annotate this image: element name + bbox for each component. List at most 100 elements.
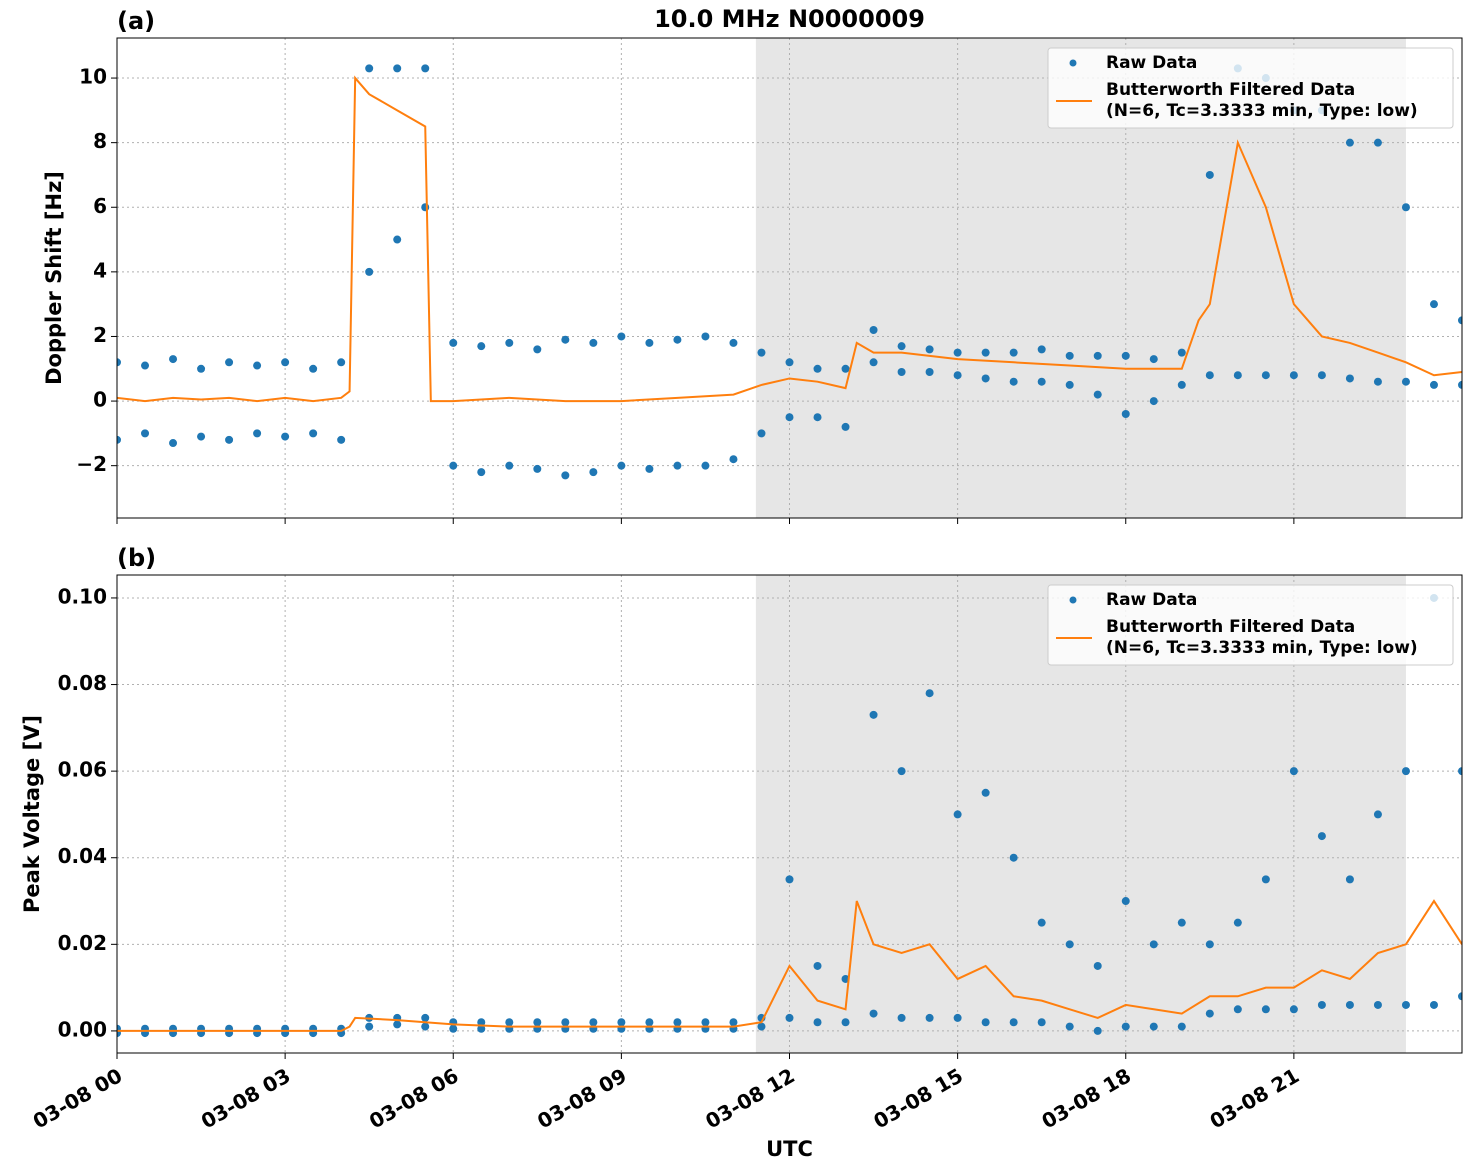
raw-point (421, 64, 430, 73)
y-tick-label: 10 (79, 65, 107, 89)
raw-point (1373, 138, 1382, 147)
raw-point (673, 461, 682, 470)
raw-point (953, 810, 962, 819)
raw-point (701, 461, 710, 470)
raw-point (1345, 1000, 1354, 1009)
raw-point (1289, 371, 1298, 380)
raw-point (1009, 853, 1018, 862)
raw-point (841, 422, 850, 431)
raw-point (1205, 940, 1214, 949)
raw-point (505, 338, 514, 347)
raw-point (1401, 377, 1410, 386)
raw-point (309, 429, 318, 438)
raw-point (785, 358, 794, 367)
raw-point (253, 361, 262, 370)
legend-label: Raw Data (1106, 53, 1197, 73)
raw-point (1037, 1018, 1046, 1027)
raw-point (1458, 767, 1462, 776)
raw-point (1317, 1000, 1326, 1009)
raw-point (953, 1013, 962, 1022)
raw-point (141, 429, 150, 438)
raw-point (1429, 300, 1438, 309)
raw-point (1093, 390, 1102, 399)
x-tick-label: 03-08 09 (533, 1063, 631, 1133)
raw-point (841, 1018, 850, 1027)
raw-point (281, 358, 290, 367)
raw-point (1093, 961, 1102, 970)
raw-point (1458, 992, 1462, 1001)
raw-point (393, 64, 402, 73)
x-tick-label: 03-08 03 (197, 1063, 295, 1133)
raw-point (1233, 918, 1242, 927)
raw-point (477, 468, 486, 477)
raw-point (925, 1013, 934, 1022)
filtered-line (117, 75, 1462, 403)
raw-point (1177, 380, 1186, 389)
y-tick-label: 6 (93, 194, 107, 218)
raw-point (1317, 832, 1326, 841)
raw-point (925, 345, 934, 354)
plot-area (117, 593, 1462, 1038)
x-tick-label: 03-08 15 (869, 1063, 967, 1133)
raw-point (1121, 897, 1130, 906)
raw-point (1429, 380, 1438, 389)
x-tick-label: 03-08 06 (365, 1063, 463, 1133)
raw-point (925, 367, 934, 376)
plot-area (117, 64, 1462, 480)
raw-point (869, 358, 878, 367)
raw-point (1373, 810, 1382, 819)
raw-point (673, 335, 682, 344)
raw-point (1065, 1022, 1074, 1031)
raw-point (1149, 397, 1158, 406)
raw-point (505, 1018, 514, 1027)
raw-point (981, 1018, 990, 1027)
raw-point (617, 461, 626, 470)
filtered-line (117, 899, 1462, 1032)
raw-point (1205, 170, 1214, 179)
raw-point (1149, 355, 1158, 364)
raw-point (981, 348, 990, 357)
raw-point (117, 358, 121, 367)
axes-frame (116, 574, 1463, 1054)
raw-point (645, 1018, 654, 1027)
chart-title: 10.0 MHz N0000009 (654, 5, 925, 33)
raw-point (1373, 377, 1382, 386)
raw-point (533, 464, 542, 473)
raw-point (729, 455, 738, 464)
raw-point (1345, 374, 1354, 383)
raw-point (729, 338, 738, 347)
raw-point (1037, 918, 1046, 927)
y-tick-label: 0.06 (58, 758, 107, 782)
legend-label: Raw Data (1106, 590, 1197, 610)
raw-point (757, 429, 766, 438)
legend-label: Butterworth Filtered Data (N=6, Tc=3.3333… (1106, 80, 1418, 121)
raw-point (477, 1024, 486, 1033)
raw-point (197, 432, 206, 441)
raw-point (561, 1018, 570, 1027)
y-tick-label: 0.04 (58, 844, 107, 868)
x-axis-label: UTC (766, 1137, 813, 1161)
raw-point (1065, 351, 1074, 360)
raw-point (589, 1018, 598, 1027)
raw-point (1373, 1000, 1382, 1009)
raw-point (953, 371, 962, 380)
raw-point (869, 1009, 878, 1018)
legend-marker (1069, 59, 1077, 67)
raw-point (1177, 1022, 1186, 1031)
raw-point (645, 338, 654, 347)
raw-point (225, 435, 234, 444)
raw-point (1177, 918, 1186, 927)
raw-point (785, 413, 794, 422)
raw-point (869, 710, 878, 719)
y-axis-label: Doppler Shift [Hz] (42, 171, 66, 385)
raw-point (421, 1022, 430, 1031)
y-tick-label: 2 (93, 323, 107, 347)
raw-point (953, 348, 962, 357)
x-tick-label: 03-08 21 (1206, 1063, 1304, 1133)
legend-box (1047, 47, 1454, 129)
raw-point (281, 432, 290, 441)
raw-point (365, 64, 374, 73)
raw-point (505, 461, 514, 470)
raw-point (1121, 1022, 1130, 1031)
raw-point (1317, 371, 1326, 380)
